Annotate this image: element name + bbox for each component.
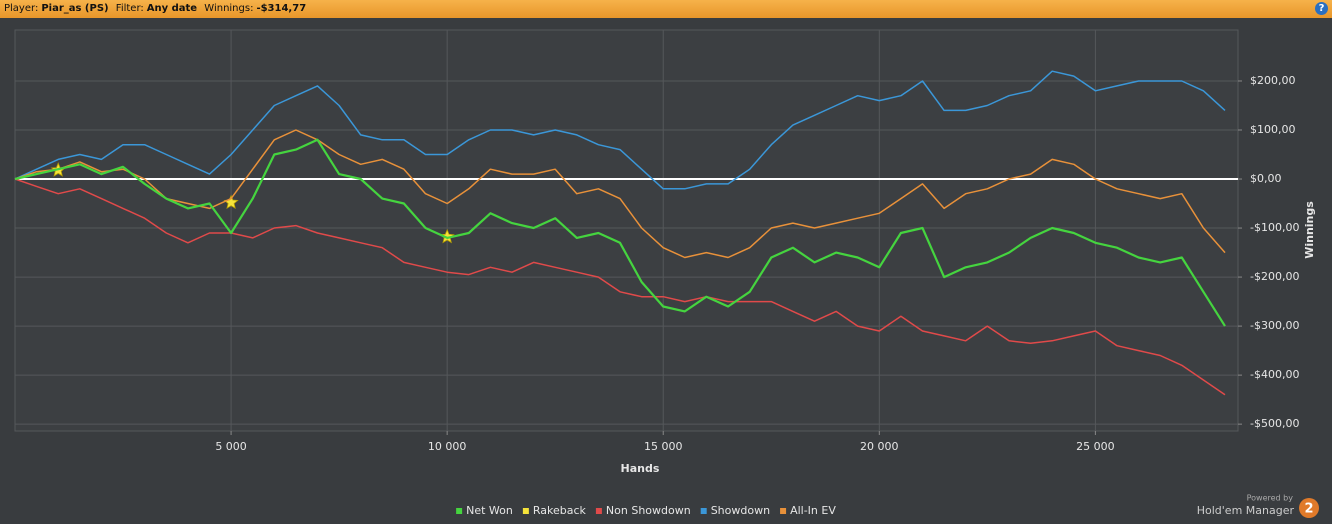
series-line xyxy=(14,70,1226,190)
logo xyxy=(1299,498,1319,518)
filter-label: Filter: xyxy=(115,3,144,14)
plot-area xyxy=(14,29,1239,432)
x-tick-label: 25 000 xyxy=(1076,440,1115,453)
legend-swatch xyxy=(780,508,787,514)
y-axis-label: Winnings xyxy=(1303,201,1316,259)
legend: Net Won Rakeback Non Showdown Showdown All-I… xyxy=(456,504,836,517)
y-tick-label: -$100,00 xyxy=(1250,221,1299,234)
legend-swatch xyxy=(522,508,529,514)
winnings: -$314,77 xyxy=(256,3,307,14)
legend-label: Net Won xyxy=(466,504,513,517)
header-bar: Player: Piar_as (PS) Filter: Any date Winn… xyxy=(0,0,1332,18)
y-tick-label: -$500,00 xyxy=(1250,417,1299,430)
legend-label: All-In EV xyxy=(790,504,836,517)
winnings-label: Winnings: xyxy=(204,3,254,14)
legend-label: Non Showdown xyxy=(606,504,691,517)
product-name: Hold'em Manager xyxy=(1197,504,1295,517)
series-line xyxy=(14,178,1226,396)
logo-text: 2 xyxy=(1304,502,1313,517)
legend-swatch xyxy=(595,508,602,514)
help-button[interactable]: ? xyxy=(1315,2,1328,15)
player: Piar_as (PS) xyxy=(41,3,109,14)
x-tick-label: 20 000 xyxy=(860,440,899,453)
legend-label: Rakeback xyxy=(533,504,587,517)
x-axis-label: Hands xyxy=(621,462,660,475)
y-tick-label: $0,00 xyxy=(1250,172,1282,185)
series-line xyxy=(14,129,1226,259)
y-tick-label: $200,00 xyxy=(1250,74,1296,87)
x-tick-label: 5 000 xyxy=(215,440,247,453)
chart: Hands Winnings Net Won Rakeback Non Showdo… xyxy=(14,29,1319,518)
x-tick-label: 15 000 xyxy=(644,440,683,453)
series-layer xyxy=(14,70,1238,396)
legend-swatch xyxy=(456,508,463,514)
y-tick-label: $100,00 xyxy=(1250,123,1296,136)
series-line xyxy=(14,138,1226,327)
y-tick-label: -$300,00 xyxy=(1250,319,1299,332)
filter: Any date xyxy=(146,3,198,14)
y-tick-label: -$400,00 xyxy=(1250,368,1299,381)
player-label: Player: xyxy=(4,3,39,14)
legend-label: Showdown xyxy=(711,504,770,517)
legend-swatch xyxy=(700,508,707,514)
x-tick-label: 10 000 xyxy=(428,440,467,453)
y-tick-label: -$200,00 xyxy=(1250,270,1299,283)
powered-by: Powered by xyxy=(1247,494,1294,503)
